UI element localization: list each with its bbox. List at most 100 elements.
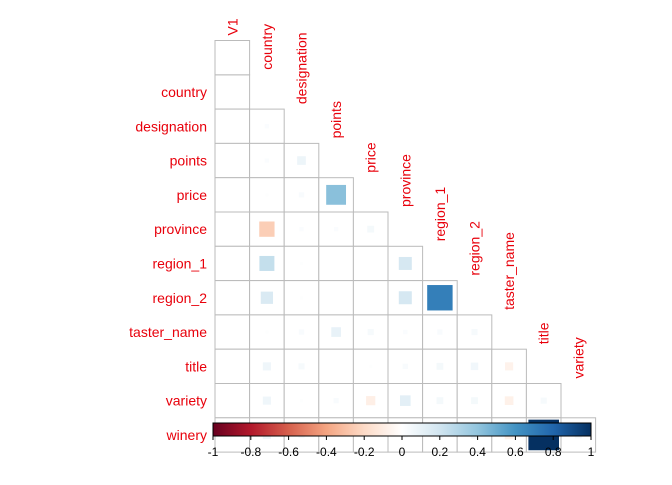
- grid-cell: [214, 314, 251, 350]
- grid-cell: [318, 280, 354, 316]
- correlation-square: [398, 256, 412, 270]
- correlation-square: [297, 156, 306, 165]
- row-label: variety: [166, 393, 207, 409]
- column-label: taster_name: [501, 232, 517, 310]
- colorbar: -1 -0.8 -0.6 -0.4 -0.2 0 0.2 0.4 0.6 0.8 1: [208, 422, 595, 459]
- correlation-square: [436, 397, 444, 405]
- row-label: country: [161, 84, 207, 100]
- grid-cell: [283, 211, 320, 247]
- grid-cell: [352, 280, 389, 316]
- row-label: price: [177, 187, 208, 203]
- colorbar-tick-label: -1: [208, 445, 219, 459]
- correlation-square: [369, 364, 373, 368]
- correlation-square: [299, 399, 304, 403]
- correlation-square: [333, 397, 339, 404]
- column-labels: V1 country designation points price province r…: [224, 18, 586, 378]
- correlation-square: [331, 327, 341, 337]
- row-label: points: [170, 153, 207, 169]
- correlation-square: [437, 329, 443, 335]
- correlation-square: [264, 158, 270, 163]
- correlation-square: [505, 362, 514, 371]
- column-label: V1: [224, 18, 240, 35]
- correlation-square: [402, 363, 408, 370]
- row-labels: country designation points price province reg…: [129, 84, 207, 443]
- column-label: country: [259, 24, 275, 70]
- correlation-square: [471, 397, 478, 405]
- row-label: designation: [135, 118, 207, 134]
- colorbar-tick-label: -0.8: [240, 445, 261, 459]
- grid-cell: [352, 245, 389, 282]
- correlation-square: [367, 225, 375, 233]
- correlation-square: [470, 362, 479, 371]
- grid-cell: [249, 280, 285, 316]
- correlation-square: [398, 291, 412, 305]
- colorbar-tick-label: 0.4: [469, 445, 486, 459]
- row-label: region_1: [153, 255, 208, 271]
- colorbar-tick-label: -0.4: [316, 445, 337, 459]
- colorbar-tick-label: -0.6: [278, 445, 299, 459]
- grid-cell: [214, 280, 251, 316]
- colorbar-tick-label: -0.2: [354, 445, 375, 459]
- correlation-square: [333, 226, 339, 232]
- correlation-square: [298, 363, 305, 370]
- colorbar-ticks: -1 -0.8 -0.6 -0.4 -0.2 0 0.2 0.4 0.6 0.8 1: [208, 436, 595, 459]
- correlation-square: [436, 362, 444, 370]
- grid-cell: [214, 108, 251, 144]
- correlation-square: [299, 261, 304, 265]
- column-label: price: [363, 142, 379, 173]
- correlation-square: [540, 397, 547, 404]
- row-label: title: [185, 358, 207, 374]
- grid-cell: [318, 245, 354, 282]
- correlation-square: [298, 192, 305, 198]
- grid-cell: [214, 74, 251, 110]
- correlation-square: [299, 226, 304, 232]
- column-label: region_2: [467, 221, 483, 276]
- correlation-square: [299, 296, 304, 300]
- colorbar-tick-label: 1: [588, 445, 595, 459]
- correlation-square: [367, 328, 374, 336]
- correlation-cells: [214, 40, 597, 453]
- colorbar-tick-label: 0.2: [431, 445, 448, 459]
- grid-cell: [214, 142, 251, 179]
- correlation-square: [427, 285, 453, 311]
- row-label: taster_name: [129, 324, 207, 340]
- row-label: region_2: [153, 290, 208, 306]
- grid-cell: [214, 383, 251, 419]
- row-label: province: [154, 221, 207, 237]
- correlation-square: [326, 184, 347, 205]
- correlation-square: [403, 329, 408, 335]
- column-label: points: [328, 101, 344, 138]
- grid-cell: [214, 348, 251, 385]
- correlation-square: [262, 362, 271, 371]
- grid-cell: [214, 245, 251, 282]
- correlation-square: [471, 328, 478, 336]
- colorbar-tick-label: 0.6: [507, 445, 524, 459]
- correlation-square: [265, 330, 269, 334]
- column-label: variety: [570, 337, 586, 378]
- correlation-square: [259, 221, 275, 237]
- correlation-square: [399, 395, 411, 406]
- colorbar-tick-label: 0: [399, 445, 406, 459]
- correlation-square: [264, 124, 270, 129]
- column-label: region_1: [432, 187, 448, 242]
- grid-cell: [214, 40, 251, 76]
- grid-cell: [214, 177, 251, 213]
- correlation-square: [265, 193, 269, 197]
- correlation-square: [366, 396, 376, 406]
- colorbar-tick-label: 0.8: [545, 445, 562, 459]
- column-label: title: [536, 322, 552, 344]
- correlation-square: [298, 329, 305, 335]
- grid-cell: [214, 211, 251, 247]
- colorbar-gradient: [212, 422, 592, 437]
- grid-cell: [318, 348, 354, 385]
- correlation-square: [259, 255, 275, 271]
- correlation-square: [504, 396, 514, 405]
- row-label: winery: [166, 427, 207, 443]
- correlation-square: [262, 396, 271, 405]
- correlation-square: [260, 291, 274, 304]
- column-label: designation: [294, 32, 310, 104]
- column-label: province: [397, 154, 413, 207]
- grid-cell: [387, 314, 424, 350]
